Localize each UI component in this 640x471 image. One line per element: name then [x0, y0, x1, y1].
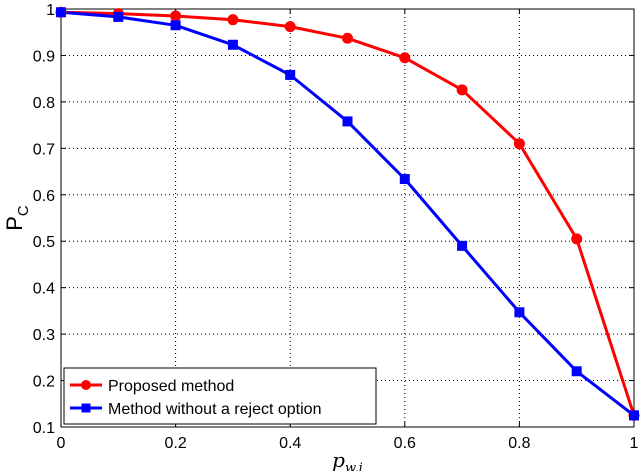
data-point-0 [399, 52, 411, 64]
series-line-0 [60, 10, 636, 416]
y-tick-label: 0.5 [33, 234, 55, 251]
legend-box [63, 367, 377, 425]
y-tick-label: 0.1 [33, 420, 55, 437]
data-point-1 [285, 69, 296, 80]
data-point-1 [399, 173, 410, 184]
data-point-0 [342, 32, 353, 44]
y-tick-label: 0.3 [33, 327, 55, 344]
series-line-1 [60, 10, 635, 417]
y-tick-label: 0.6 [33, 188, 55, 205]
y-axis-label: PC [2, 205, 32, 231]
legend-label-no-reject: Method without a reject option [108, 401, 321, 418]
data-point-0 [456, 84, 468, 96]
plot-frame [60, 8, 635, 428]
legend-marker-no-reject [81, 403, 91, 413]
x-tick-label: 1 [630, 435, 639, 452]
data-point-1 [227, 39, 238, 50]
legend: Proposed method Method without a reject … [63, 367, 377, 425]
data-point-0 [513, 138, 525, 150]
y-axis-label-base: P [2, 216, 27, 231]
data-point-1 [113, 11, 124, 22]
x-axis-label: pw,i [332, 448, 363, 471]
legend-label-proposed: Proposed method [108, 378, 234, 395]
y-tick-label: 0.9 [33, 48, 55, 65]
legend-marker-proposed [81, 380, 91, 390]
data-point-1 [457, 240, 468, 251]
y-tick-label: 0.4 [33, 281, 55, 298]
y-tick-label: 1 [46, 2, 55, 19]
axis-ticks: 0 0.2 0.4 0.6 0.8 1 0.1 0.2 0.3 0.4 0.5 0.6 0.7 0.8 0.… [33, 2, 639, 452]
data-point-0 [227, 14, 239, 26]
x-axis-label-base: p [332, 448, 345, 471]
x-axis-label-sub: w,i [345, 461, 363, 471]
series [55, 6, 640, 421]
x-tick-label: 0.2 [164, 435, 186, 452]
data-point-0 [284, 21, 296, 33]
y-tick-label: 0.2 [33, 374, 55, 391]
data-point-1 [56, 7, 66, 18]
x-tick-label: 0 [57, 435, 66, 452]
y-axis-label-sub: C [15, 205, 32, 216]
x-tick-label: 0.8 [508, 435, 530, 452]
y-tick-label: 0.7 [33, 141, 55, 158]
data-point-0 [170, 10, 182, 22]
data-point-1 [571, 366, 582, 377]
data-point-1 [170, 20, 181, 31]
data-point-1 [629, 410, 639, 421]
grid [61, 9, 634, 427]
data-point-0 [571, 233, 583, 245]
y-tick-label: 0.8 [33, 95, 55, 112]
x-tick-label: 0.4 [279, 435, 301, 452]
data-point-1 [342, 116, 353, 127]
x-tick-label: 0.6 [394, 435, 416, 452]
data-point-1 [514, 307, 525, 318]
